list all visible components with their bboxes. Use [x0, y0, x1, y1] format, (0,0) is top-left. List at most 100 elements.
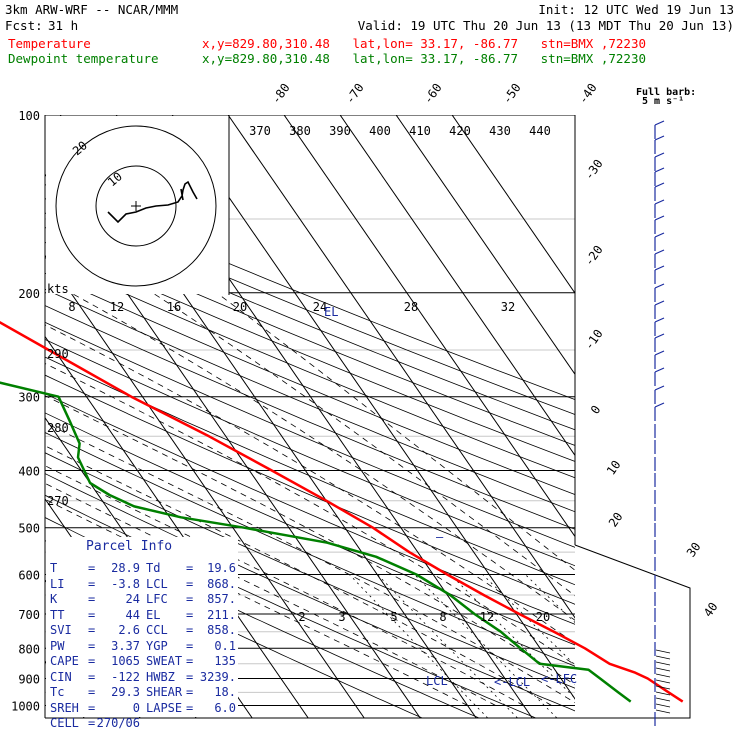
pressure-tick-label: 900 [18, 672, 40, 686]
parcel-eq: = [186, 669, 194, 684]
hodograph-ring-outer [55, 125, 217, 287]
mixing-ratio-label: 12 [480, 610, 494, 624]
header: 3km ARW-WRF -- NCAR/MMM Init: 12 UTC Wed… [0, 0, 740, 70]
temperature-trace [0, 321, 684, 703]
parcel-key: K [50, 592, 58, 606]
valid-time: Valid: 19 UTC Thu 20 Jun 13 (13 MDT Thu … [357, 18, 734, 33]
wind-barb [655, 691, 671, 696]
parcel-key: CAPE [50, 654, 79, 668]
mixing-ratio-line [525, 574, 575, 623]
parcel-eq: = [88, 685, 96, 699]
dry-adiabat-line [45, 452, 575, 689]
parcel-info-row: Tc 29.3 SHEAR 18. = = [50, 685, 236, 700]
isotherm-label: 20 [606, 510, 626, 530]
dry-adiabat-line [45, 374, 575, 605]
moist-adiabat-line [45, 324, 575, 644]
parcel-key: LFC [146, 592, 168, 606]
dry-adiabat-line [45, 321, 575, 548]
parcel-eq: = [186, 561, 194, 575]
parcel-value: 857. [207, 592, 236, 606]
parcel-eq: = [186, 685, 194, 699]
pressure-tick-label: 200 [18, 287, 40, 301]
parcel-eq: = [186, 623, 194, 637]
isotherm-label: -60 [421, 81, 445, 107]
barb-key-title: Full barb: [636, 87, 696, 98]
parcel-value: 19.6 [207, 561, 236, 575]
isotherm-label: 10 [604, 458, 624, 478]
wind-barb [654, 135, 665, 141]
dry-adiabat-line [45, 184, 575, 400]
isotherm-label: -40 [576, 81, 600, 107]
pressure-tick-label: 400 [18, 465, 40, 479]
isotherm-label: 40 [701, 600, 721, 620]
pressure-tick-label: 800 [18, 642, 40, 656]
wind-barb [654, 249, 665, 255]
parcel-info-row: CIN -122 HWBZ 3239. = = [50, 670, 236, 685]
wind-barb [655, 655, 671, 660]
isotherm-line [339, 115, 575, 457]
dry-adiabat-line [45, 305, 575, 530]
forecast-label: Fcst: [5, 18, 43, 33]
wind-barb [654, 215, 665, 221]
parcel-eq: = [88, 623, 96, 637]
parcel-eq: = [88, 716, 96, 730]
dry-adiabat-line [45, 393, 575, 625]
parcel-eq: = [186, 592, 194, 606]
init-time: Init: 12 UTC Wed 19 Jun 13 [538, 2, 734, 17]
moist-adiabat-line [131, 279, 575, 597]
isotherm-line [227, 115, 575, 619]
mixing-ratio-label: 20 [536, 610, 550, 624]
parcel-info-row: CAPE 1065 SWEAT 135 = = [50, 654, 236, 669]
wind-barb [654, 300, 665, 306]
level-marker-label: EL [324, 305, 338, 319]
wind-barb [655, 697, 671, 702]
wind-speed-label: 28 [404, 300, 418, 314]
wind-barb [654, 317, 665, 323]
parcel-eq: = [88, 607, 96, 622]
isotherm-label: 30 [684, 540, 704, 560]
dry-adiabat-line [45, 212, 575, 431]
parcel-value: 135 [214, 654, 236, 668]
parcel-value: 3239. [199, 669, 236, 684]
wind-barb [654, 402, 665, 408]
wind-barb [655, 649, 671, 654]
level-marker-symbol: — [436, 530, 444, 544]
legend-temperature-name: Temperature [8, 36, 91, 51]
isotherm-line [395, 115, 575, 376]
wind-barb [654, 367, 665, 373]
moist-adiabat-line [45, 465, 524, 706]
hodograph-trace [107, 180, 198, 224]
parcel-info-row: CELL 270/06 = [50, 716, 236, 731]
parcel-eq: = [88, 654, 96, 668]
theta-label: 440 [529, 124, 551, 138]
dry-adiabat-label: 290 [47, 347, 69, 361]
theta-label: 420 [449, 124, 471, 138]
parcel-key: SVI [50, 623, 72, 637]
mixing-ratio-label: 2 [298, 610, 305, 624]
parcel-value: 18. [214, 685, 236, 699]
isotherm-label: -80 [269, 81, 293, 107]
dry-adiabat-line [45, 241, 575, 462]
parcel-info-row: SVI 2.6 CCL 858. = = [50, 623, 236, 638]
legend-temperature-info: x,y=829.80,310.48 lat,lon= 33.17, -86.77… [202, 36, 647, 51]
theta-label: 400 [369, 124, 391, 138]
parcel-info-row: T 28.9 Td 19.6 = = [50, 561, 236, 576]
wind-barb [654, 167, 665, 173]
level-marker-label: <-LFC [541, 672, 577, 686]
parcel-key: CELL [50, 716, 79, 730]
dry-adiabat-label: 280 [47, 421, 69, 435]
parcel-key: SREH [50, 700, 79, 715]
parcel-value: 211. [207, 607, 236, 622]
hodograph-ring-inner [95, 165, 177, 247]
parcel-value: 3.37 [111, 638, 140, 653]
parcel-info-row: SREH 0 LAPSE 6.0 = = [50, 701, 236, 716]
parcel-eq: = [88, 638, 96, 653]
wind-speed-label: 16 [167, 300, 181, 314]
level-marker-label: <-LCL [494, 675, 530, 689]
moist-adiabat-line [45, 395, 575, 686]
isotherm-line [171, 115, 575, 700]
mixing-ratio-line [349, 574, 488, 718]
barb-key-unit: 5 m s⁻¹ [642, 96, 684, 107]
parcel-eq: = [186, 700, 194, 715]
isotherm-line [45, 254, 365, 718]
